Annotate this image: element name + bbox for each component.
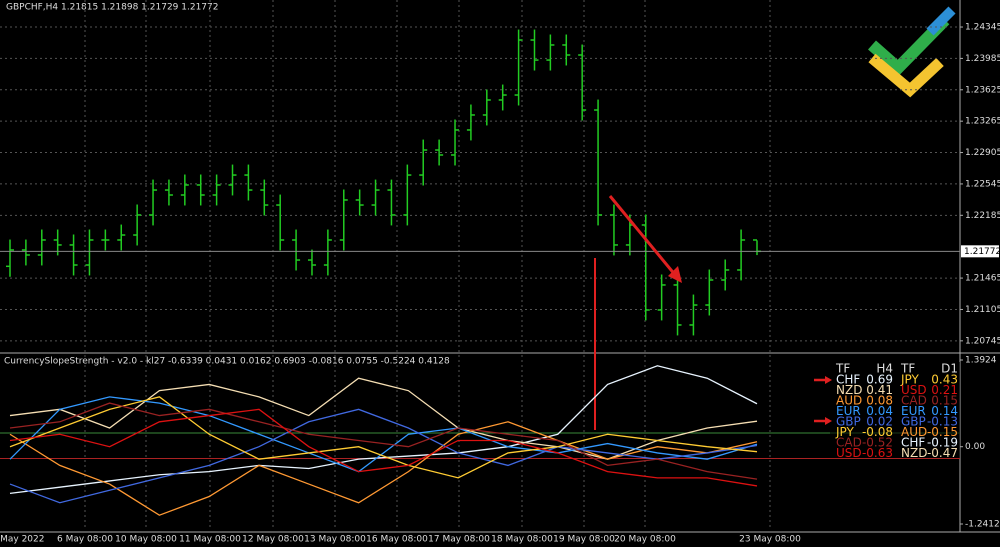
strength-line <box>9 408 758 487</box>
logo-blue <box>926 6 956 36</box>
table-arrowhead <box>825 417 832 425</box>
table-cell: CAD <box>836 436 862 450</box>
current-price-box <box>961 245 999 258</box>
x-tick-label: 13 May 08:00 <box>304 535 366 545</box>
strength-line <box>9 421 758 516</box>
y-tick-label: 1.3924 <box>965 356 997 366</box>
table-cell: -0.52 <box>862 436 893 450</box>
strength-line <box>9 396 758 479</box>
table-cell: CHF <box>836 373 860 387</box>
x-tick-label: 20 May 08:00 <box>614 535 676 545</box>
y-tick-label: 0.00 <box>965 442 985 452</box>
x-tick-label: 23 May 08:00 <box>739 535 801 545</box>
x-tick-label: 16 May 08:00 <box>366 535 428 545</box>
table-cell: -0.15 <box>927 425 958 439</box>
strength-line <box>9 402 758 480</box>
x-tick-label: 12 May 08:00 <box>242 535 304 545</box>
y-tick-label: -1.2412 <box>965 519 1000 529</box>
table-arrowhead <box>825 376 832 384</box>
strength-line <box>9 365 758 495</box>
table-cell: 0.41 <box>866 383 893 397</box>
table-cell: 0.14 <box>931 404 958 418</box>
y-tick-label: 1.24345 <box>965 23 1000 33</box>
table-cell: USD <box>901 383 927 397</box>
x-tick-label: 10 May 08:00 <box>115 535 177 545</box>
x-tick-label: 5 May 2022 <box>0 535 44 545</box>
table-cell: 0.69 <box>866 373 893 387</box>
y-tick-label: 1.22905 <box>965 148 1000 158</box>
table-header: D1 <box>941 362 958 376</box>
table-cell: 0.04 <box>866 404 893 418</box>
logo-green <box>868 15 950 77</box>
table-cell: CHF <box>901 436 925 450</box>
table-cell: 0.02 <box>866 415 893 429</box>
y-tick-label: 1.22185 <box>965 211 1000 221</box>
table-cell: AUD <box>901 425 927 439</box>
table-cell: -0.08 <box>862 425 893 439</box>
table-cell: JPY <box>900 373 920 387</box>
table-cell: NZD <box>836 383 862 397</box>
table-cell: GBP <box>836 415 861 429</box>
y-tick-label: 1.22545 <box>965 179 1000 189</box>
y-tick-label: 1.23985 <box>965 54 1000 64</box>
y-tick-label: 1.23265 <box>965 117 1000 127</box>
table-cell: EUR <box>836 404 861 418</box>
y-tick-label: 1.21105 <box>965 305 1000 315</box>
strength-line <box>9 408 758 504</box>
x-tick-label: 11 May 08:00 <box>179 535 241 545</box>
table-cell: GBP <box>901 415 926 429</box>
indicator-title: CurrencySlopeStrength - v2.0 - kl27 -0.6… <box>4 357 450 367</box>
y-tick-label: 1.20745 <box>965 336 1000 346</box>
annotation-arrow <box>608 195 678 277</box>
table-cell: NZD <box>901 446 927 460</box>
table-header: TF <box>835 362 850 376</box>
table-cell: AUD <box>836 394 862 408</box>
table-cell: JPY <box>835 425 855 439</box>
table-cell: 0.08 <box>866 394 893 408</box>
table-header: H4 <box>876 362 893 376</box>
table-cell: 0.21 <box>931 383 958 397</box>
y-tick-label: 1.23625 <box>965 85 1000 95</box>
table-cell: 0.15 <box>931 394 958 408</box>
annotation-arrowhead <box>668 266 682 283</box>
x-tick-label: 19 May 08:00 <box>553 535 615 545</box>
x-tick-label: 18 May 08:00 <box>491 535 553 545</box>
table-cell: USD <box>836 446 862 460</box>
chart-title: GBPCHF,H4 1.21815 1.21898 1.21729 1.2177… <box>6 3 218 13</box>
table-cell: -0.19 <box>927 436 958 450</box>
table-cell: -0.63 <box>862 446 893 460</box>
table-bg <box>830 362 960 458</box>
y-tick-label: 1.21465 <box>965 274 1000 284</box>
table-cell: 0.43 <box>931 373 958 387</box>
strength-line <box>9 396 758 473</box>
table-cell: -0.47 <box>927 446 958 460</box>
x-tick-label: 17 May 08:00 <box>428 535 490 545</box>
x-tick-label: 6 May 08:00 <box>57 535 113 545</box>
table-cell: EUR <box>901 404 926 418</box>
table-header: TF <box>900 362 915 376</box>
current-price-label: 1.21772 <box>964 247 1000 257</box>
table-cell: CAD <box>901 394 927 408</box>
table-cell: -0.13 <box>927 415 958 429</box>
